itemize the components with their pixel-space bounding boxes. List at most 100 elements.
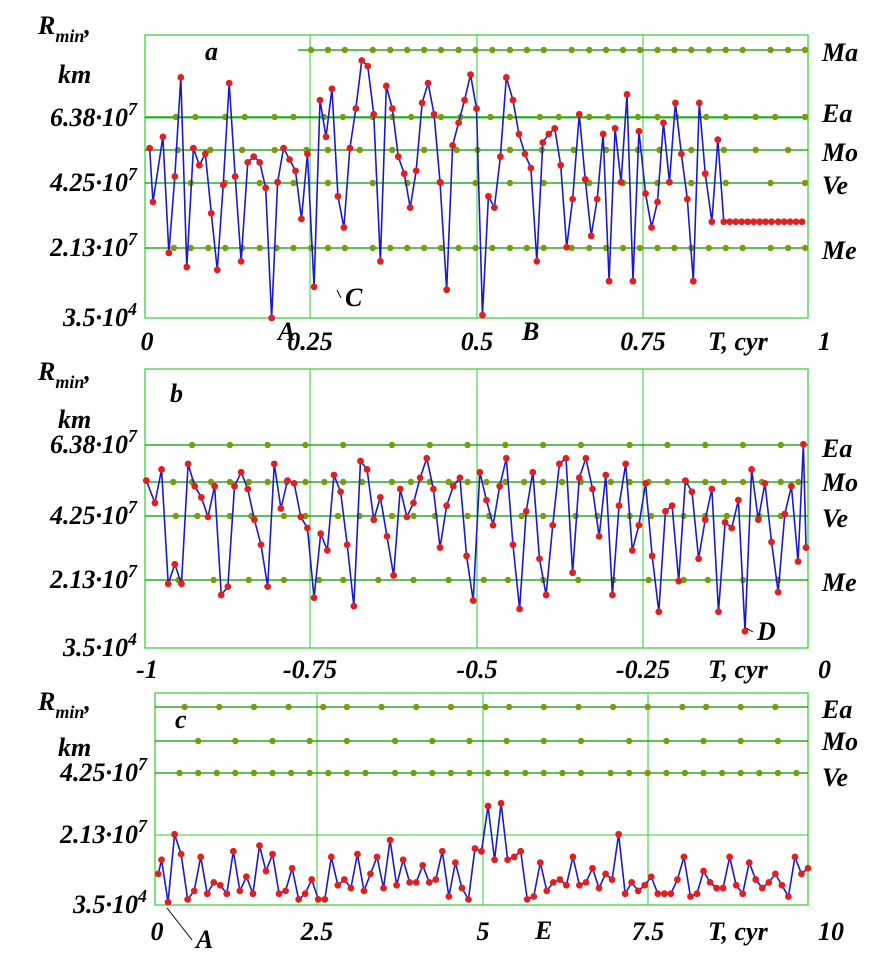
- orbit-dot: [540, 179, 547, 187]
- orbit-dot: [341, 244, 349, 252]
- x-tick-label: -1: [136, 655, 158, 684]
- data-point: [642, 479, 649, 487]
- planet-label: Mo: [821, 138, 858, 167]
- data-point: [533, 258, 541, 265]
- data-point: [367, 870, 374, 878]
- orbit-dot: [256, 179, 263, 187]
- orbit-dot: [447, 703, 455, 711]
- y-tick-label: 2.13·107: [59, 816, 148, 849]
- data-point: [660, 119, 667, 127]
- orbit-dot: [188, 441, 196, 449]
- orbit-dot: [404, 244, 411, 252]
- data-point: [262, 184, 270, 192]
- orbit-dot: [472, 244, 479, 252]
- data-point: [393, 881, 401, 889]
- data-point: [217, 591, 225, 599]
- data-point: [666, 178, 673, 186]
- orbit-dot: [577, 737, 585, 745]
- data-point: [689, 277, 697, 285]
- orbit-dot: [568, 46, 575, 54]
- orbit-dot: [540, 703, 547, 711]
- orbit-dot: [502, 478, 509, 486]
- data-point: [695, 555, 703, 563]
- data-point: [178, 580, 185, 588]
- y-tick-label: 6.38·107: [50, 99, 138, 132]
- data-point: [569, 195, 577, 203]
- data-point: [386, 836, 394, 844]
- data-point: [449, 141, 457, 149]
- data-point: [231, 482, 238, 490]
- data-point: [423, 454, 431, 462]
- data-point: [752, 876, 760, 883]
- data-point: [463, 552, 470, 560]
- x-tick-label: 5: [477, 917, 490, 946]
- data-point: [337, 488, 344, 496]
- data-point: [576, 881, 583, 889]
- data-point: [183, 263, 191, 271]
- orbit-dot: [340, 478, 347, 486]
- orbit-dot: [609, 703, 617, 711]
- orbit-dot: [410, 576, 417, 584]
- data-point: [675, 577, 683, 585]
- orbit-dot: [341, 46, 349, 54]
- point-label-leader: [166, 907, 193, 941]
- orbit-dot: [739, 46, 746, 54]
- data-point: [726, 853, 734, 861]
- orbit-dot: [540, 769, 547, 777]
- data-point: [213, 266, 221, 274]
- orbit-dot: [369, 179, 376, 187]
- data-point: [244, 158, 252, 166]
- orbit-dot: [280, 576, 288, 584]
- y-tick-label: 2.13·107: [49, 561, 138, 594]
- x-tick-label: 0: [151, 917, 164, 946]
- data-point: [802, 544, 810, 551]
- data-point: [634, 887, 642, 895]
- orbit-dot: [647, 512, 655, 520]
- data-point: [383, 533, 391, 540]
- orbit-dot: [504, 576, 512, 584]
- orbit-dot: [222, 244, 229, 252]
- data-point: [270, 460, 278, 468]
- data-point: [557, 161, 565, 169]
- y-axis-label: Rmin,: [37, 357, 91, 392]
- data-point: [615, 830, 623, 838]
- data-point: [184, 460, 192, 468]
- orbit-dot: [793, 769, 800, 777]
- orbit-dot: [306, 737, 313, 745]
- orbit-dot: [340, 441, 347, 449]
- orbit-dot: [645, 576, 652, 584]
- data-point: [317, 530, 325, 538]
- orbit-dot: [437, 113, 445, 121]
- data-point: [648, 552, 656, 560]
- orbit-dot: [389, 146, 396, 154]
- orbit-dot: [737, 769, 744, 777]
- data-point: [688, 488, 696, 496]
- orbit-dot: [619, 46, 627, 54]
- data-point: [282, 887, 289, 895]
- data-point: [765, 878, 773, 886]
- data-point: [654, 890, 662, 898]
- data-point: [406, 204, 414, 212]
- data-point: [599, 130, 607, 138]
- x-tick-label: -0.5: [456, 655, 497, 684]
- data-point: [517, 847, 525, 855]
- data-point: [491, 204, 498, 212]
- orbit-dot: [192, 113, 199, 121]
- orbit-dot: [205, 244, 212, 252]
- orbit-dot: [445, 576, 452, 584]
- panel-letter: b: [170, 379, 183, 408]
- data-point: [781, 510, 789, 518]
- data-point: [515, 130, 523, 138]
- orbit-dot: [767, 244, 774, 252]
- orbit-dot: [681, 769, 689, 777]
- orbit-dot: [625, 769, 633, 777]
- data-point: [748, 466, 756, 473]
- data-point: [275, 890, 283, 898]
- planet-label: Ve: [822, 763, 848, 792]
- data-point: [207, 209, 215, 217]
- orbit-dot: [285, 703, 292, 711]
- data-point: [700, 867, 707, 875]
- orbit-dot: [679, 703, 686, 711]
- orbit-dot: [784, 244, 792, 252]
- planet-label: Ea: [821, 434, 852, 463]
